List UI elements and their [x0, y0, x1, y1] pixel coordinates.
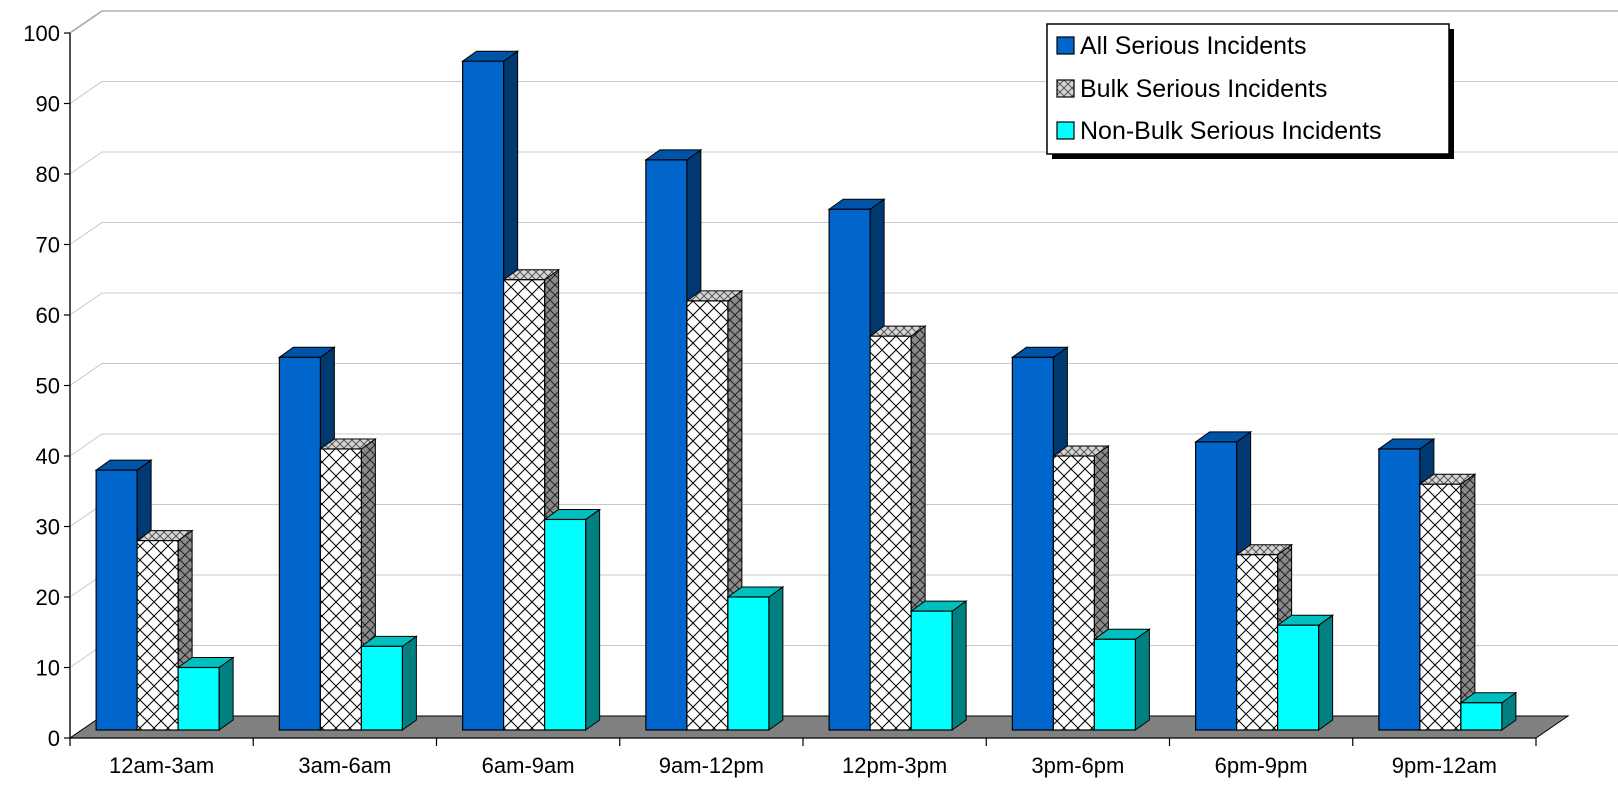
bar-front: [910, 610, 953, 731]
legend-item-bulk-serious: Bulk Serious Incidents: [1056, 75, 1327, 103]
bar: [1418, 473, 1477, 731]
bar: [543, 508, 602, 731]
bar-front: [1277, 624, 1320, 731]
bar-front: [1460, 702, 1503, 731]
y-tick-label: 90: [36, 92, 60, 117]
x-tick-label: 3pm-6pm: [1031, 753, 1124, 778]
bar-side: [401, 635, 417, 731]
bar-front: [1011, 356, 1054, 731]
legend-swatch-bulk-serious: [1056, 79, 1075, 98]
bar: [909, 600, 968, 731]
x-tick-label: 9pm-12am: [1392, 753, 1497, 778]
legend-item-all-serious: All Serious Incidents: [1056, 32, 1307, 60]
y-tick-label: 70: [36, 233, 60, 258]
x-tick-label: 6pm-9pm: [1215, 753, 1308, 778]
bar-front: [1419, 483, 1462, 731]
y-tick-label: 10: [36, 656, 60, 681]
gridline: [69, 292, 1618, 316]
y-tick-label: 100: [23, 21, 60, 46]
bar: [359, 635, 418, 731]
bar-front: [544, 518, 587, 731]
bar-side: [951, 600, 967, 731]
bar-side: [218, 656, 234, 731]
y-tick-label: 40: [36, 444, 60, 469]
bar-front: [1378, 448, 1421, 731]
bar-front: [1195, 441, 1238, 731]
bar: [176, 656, 235, 731]
bar-front: [503, 279, 546, 731]
legend-item-non-bulk-serious: Non-Bulk Serious Incidents: [1056, 117, 1382, 145]
legend-label-bulk-serious: Bulk Serious Incidents: [1080, 75, 1327, 103]
bar-front: [1052, 455, 1095, 731]
y-tick-label: 60: [36, 303, 60, 328]
bar: [1459, 691, 1518, 731]
x-tick-label: 12am-3am: [109, 753, 214, 778]
legend: All Serious Incidents Bulk Serious Incid…: [1046, 23, 1454, 159]
x-tick-label: 3am-6am: [298, 753, 391, 778]
bar-front: [136, 539, 179, 731]
y-tick-label: 30: [36, 515, 60, 540]
bar-front: [95, 469, 138, 731]
bars: [94, 50, 1518, 731]
x-tick-label: 12pm-3pm: [842, 753, 947, 778]
y-tick-labels: 0 10 20 30 40 50 60 70 80 90 100: [23, 21, 60, 751]
x-tick-label: 6am-9am: [482, 753, 575, 778]
bar-front: [869, 335, 912, 731]
bar-side: [585, 508, 601, 731]
gridline: [69, 433, 1618, 457]
legend-swatch-all-serious: [1056, 36, 1075, 55]
bar: [318, 437, 377, 731]
y-tick-label: 50: [36, 374, 60, 399]
x-tick-labels: 12am-3am 3am-6am 6am-9am 9am-12pm 12pm-3pm 3p…: [109, 753, 1497, 778]
bar-front: [1236, 554, 1279, 731]
bar-front: [177, 666, 220, 731]
y-tick-label: 0: [48, 726, 60, 751]
bar-front: [1093, 638, 1136, 731]
bar-front: [727, 596, 770, 731]
legend-swatch-non-bulk-serious: [1056, 121, 1075, 140]
bar-side: [1460, 473, 1476, 731]
bar: [1276, 614, 1335, 731]
y-tick-label: 20: [36, 585, 60, 610]
bar-side: [768, 586, 784, 731]
axes: [64, 32, 1537, 746]
bar-front: [828, 208, 871, 731]
y-tick-label: 80: [36, 162, 60, 187]
legend-box: [1046, 23, 1450, 155]
legend-label-non-bulk-serious: Non-Bulk Serious Incidents: [1080, 117, 1382, 145]
bar-front: [686, 300, 729, 731]
bar-front: [319, 448, 362, 731]
bar-side: [1318, 614, 1334, 731]
bar: [868, 325, 927, 731]
gridline: [69, 363, 1618, 386]
bar-front: [360, 645, 403, 731]
bar: [1092, 628, 1151, 731]
gridline: [69, 10, 1618, 34]
bar-front: [462, 60, 505, 731]
x-tick-label: 9am-12pm: [659, 753, 764, 778]
bar: [726, 586, 785, 731]
bar-side: [1134, 628, 1150, 731]
bar-front: [645, 159, 688, 731]
bar-front: [278, 356, 321, 731]
gridline: [69, 222, 1618, 245]
legend-label-all-serious: All Serious Incidents: [1080, 32, 1307, 60]
